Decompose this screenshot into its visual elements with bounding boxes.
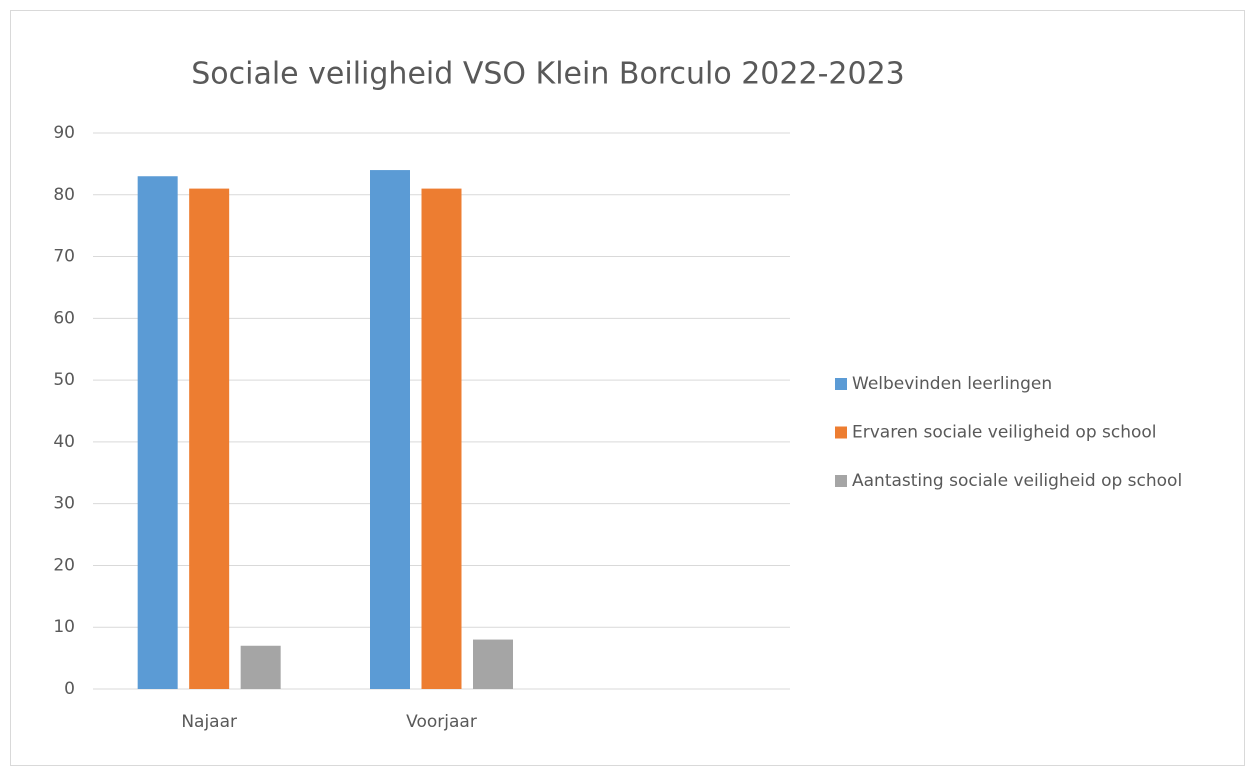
legend-label: Welbevinden leerlingen: [852, 374, 1052, 394]
y-tick-label: 60: [53, 308, 75, 328]
legend-swatch: [835, 378, 847, 390]
x-tick-label: Voorjaar: [406, 712, 477, 732]
bar: [240, 645, 281, 689]
chart-title: Sociale veiligheid VSO Klein Borculo 202…: [191, 57, 905, 92]
legend-swatch: [835, 475, 847, 487]
bar: [137, 176, 178, 689]
y-tick-label: 80: [53, 185, 75, 205]
x-tick-label: Najaar: [181, 712, 237, 732]
y-tick-label: 0: [64, 679, 75, 699]
legend-swatch: [835, 426, 847, 439]
bar: [189, 188, 230, 689]
y-tick-label: 10: [53, 617, 75, 637]
bar: [421, 188, 462, 689]
bar: [370, 170, 410, 690]
y-tick-label: 40: [53, 432, 75, 452]
legend-label: Aantasting sociale veiligheid op school: [852, 471, 1182, 491]
y-tick-label: 20: [53, 555, 75, 575]
legend-label: Ervaren sociale veiligheid op school: [852, 423, 1157, 443]
y-tick-label: 70: [53, 247, 75, 267]
y-tick-label: 50: [53, 370, 75, 390]
y-tick-label: 90: [53, 123, 75, 143]
y-tick-label: 30: [53, 494, 75, 514]
bar: [473, 639, 513, 689]
